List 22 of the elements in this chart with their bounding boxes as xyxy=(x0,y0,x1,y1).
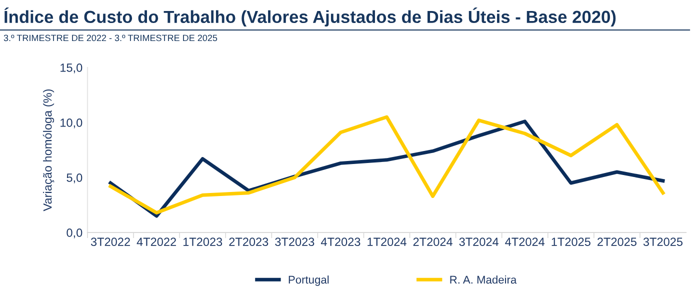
legend-label: R. A. Madeira xyxy=(450,276,517,284)
x-tick-label: 1T2024 xyxy=(368,238,406,246)
x-tick-label: 1T2025 xyxy=(552,238,590,246)
y-tick-label: 15,0 xyxy=(60,64,82,74)
legend-label: Portugal xyxy=(288,276,329,286)
x-tick-label: 2T2024 xyxy=(413,238,452,246)
x-tick-label: 3T2024 xyxy=(459,238,499,246)
x-tick-label: 4T2023 xyxy=(320,238,360,246)
x-tick-label: 1T2023 xyxy=(183,238,222,246)
x-tick-label: 2T2023 xyxy=(229,238,268,246)
x-tick-label: 4T2024 xyxy=(505,238,545,246)
y-tick-label: 5,0 xyxy=(66,174,82,184)
x-tick-label: 4T2022 xyxy=(136,238,176,246)
x-tick-label: 3T2022 xyxy=(90,238,130,246)
y-tick-label: 10,0 xyxy=(60,118,82,128)
x-tick-label: 2T2025 xyxy=(598,238,636,246)
y-axis-title: Variação homóloga (%) xyxy=(42,89,54,212)
chart-title: Índice de Custo do Trabalho (Valores Ajustados de Dias Úteis - Base 2020) xyxy=(4,8,616,26)
y-tick-label: 0,0 xyxy=(66,228,82,238)
x-tick-label: 3T2023 xyxy=(275,238,314,246)
x-tick-label: 3T2025 xyxy=(643,238,683,246)
chart-subtitle: 3.º TRIMESTRE DE 2022 - 3.º TRIMESTRE DE 2025 xyxy=(4,34,218,42)
